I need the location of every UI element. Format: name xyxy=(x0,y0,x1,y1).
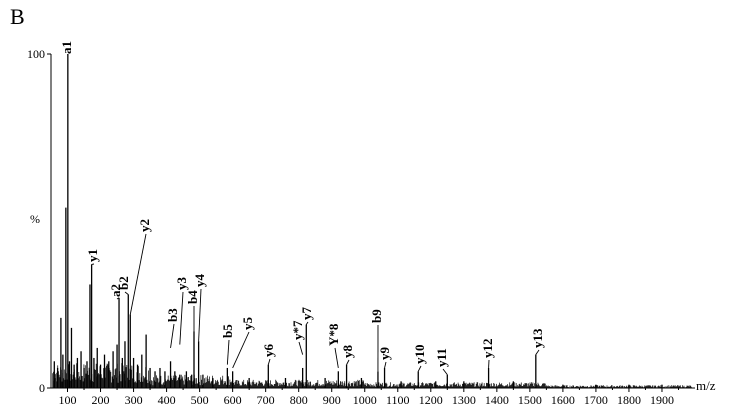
annotation-label: b2 xyxy=(116,276,131,290)
annotation-label: y1 xyxy=(85,249,100,262)
panel-label: B xyxy=(10,4,25,29)
y-tick-label: 100 xyxy=(27,47,45,61)
annotation-leader xyxy=(384,361,387,369)
annotation-leader xyxy=(535,349,540,355)
annotation-label: y*7 xyxy=(290,320,305,340)
annotation-label: b5 xyxy=(220,324,235,338)
annotation-leader xyxy=(198,288,202,342)
x-tick-label: 900 xyxy=(323,393,341,407)
annotation-label: y3 xyxy=(174,277,189,291)
x-tick-label: 1100 xyxy=(386,393,410,407)
x-tick-label: 1500 xyxy=(518,393,542,407)
annotation-leader xyxy=(267,358,271,365)
annotation-label: y8 xyxy=(340,345,355,359)
annotation-label: y5 xyxy=(240,317,255,331)
annotation-label: y9 xyxy=(377,347,392,361)
annotation-label: y6 xyxy=(261,344,276,358)
annotation-label: Y*8 xyxy=(326,323,341,346)
annotation-label: y12 xyxy=(480,339,495,359)
x-tick-label: 800 xyxy=(290,393,308,407)
x-tick-label: 1900 xyxy=(650,393,674,407)
annotation-label: b4 xyxy=(185,290,200,304)
x-tick-label: 400 xyxy=(158,393,176,407)
annotation-leader xyxy=(116,297,120,300)
x-tick-label: 200 xyxy=(92,393,110,407)
annotation-label: y13 xyxy=(530,328,545,348)
annotation-leader xyxy=(170,323,175,348)
x-tick-label: 1800 xyxy=(617,393,641,407)
annotation-label: a1 xyxy=(59,41,74,54)
annotation-label: y4 xyxy=(192,274,207,288)
x-tick-label: 500 xyxy=(191,393,209,407)
annotation-leader xyxy=(124,291,129,295)
x-tick-label: 300 xyxy=(125,393,143,407)
annotation-label: y11 xyxy=(434,348,449,367)
annotation-leader xyxy=(442,368,448,375)
x-tick-label: 1000 xyxy=(353,393,377,407)
annotation-leader xyxy=(232,331,250,369)
annotation-label: y10 xyxy=(412,345,427,365)
x-tick-label: 1600 xyxy=(551,393,575,407)
annotation-leader xyxy=(226,339,230,365)
x-tick-label: 1300 xyxy=(452,393,476,407)
x-tick-label: 100 xyxy=(59,393,77,407)
annotation-leader xyxy=(298,341,304,355)
baseline-noise xyxy=(52,363,692,388)
annotation-label: a2 xyxy=(108,284,123,297)
axis-ticks: 100 200 300 400 500 600 700 800 900 1000 1100 1200 1… xyxy=(27,47,679,407)
annotation-leader xyxy=(179,291,184,345)
x-tick-label: 700 xyxy=(257,393,275,407)
y-tick-label: 0 xyxy=(39,381,45,395)
annotation-label: y7 xyxy=(299,307,314,321)
annotation-label: b3 xyxy=(165,308,180,322)
annotation-leader xyxy=(417,365,422,372)
x-tick-label: 1700 xyxy=(584,393,608,407)
x-tick-label: 1200 xyxy=(419,393,443,407)
noise-trace xyxy=(52,363,692,388)
x-tick-label: 600 xyxy=(224,393,242,407)
annotation-leader xyxy=(129,233,147,315)
annotation-label: b9 xyxy=(369,309,384,323)
x-tick-label: 1400 xyxy=(485,393,509,407)
annotation-leader xyxy=(346,359,350,365)
annotation-leader xyxy=(305,321,309,325)
annotation-leader xyxy=(334,347,339,369)
y-axis-label: % xyxy=(30,212,40,226)
annotation-label: y2 xyxy=(137,219,152,232)
peak-bars xyxy=(53,54,663,388)
x-axis-label: m/z xyxy=(696,378,716,393)
